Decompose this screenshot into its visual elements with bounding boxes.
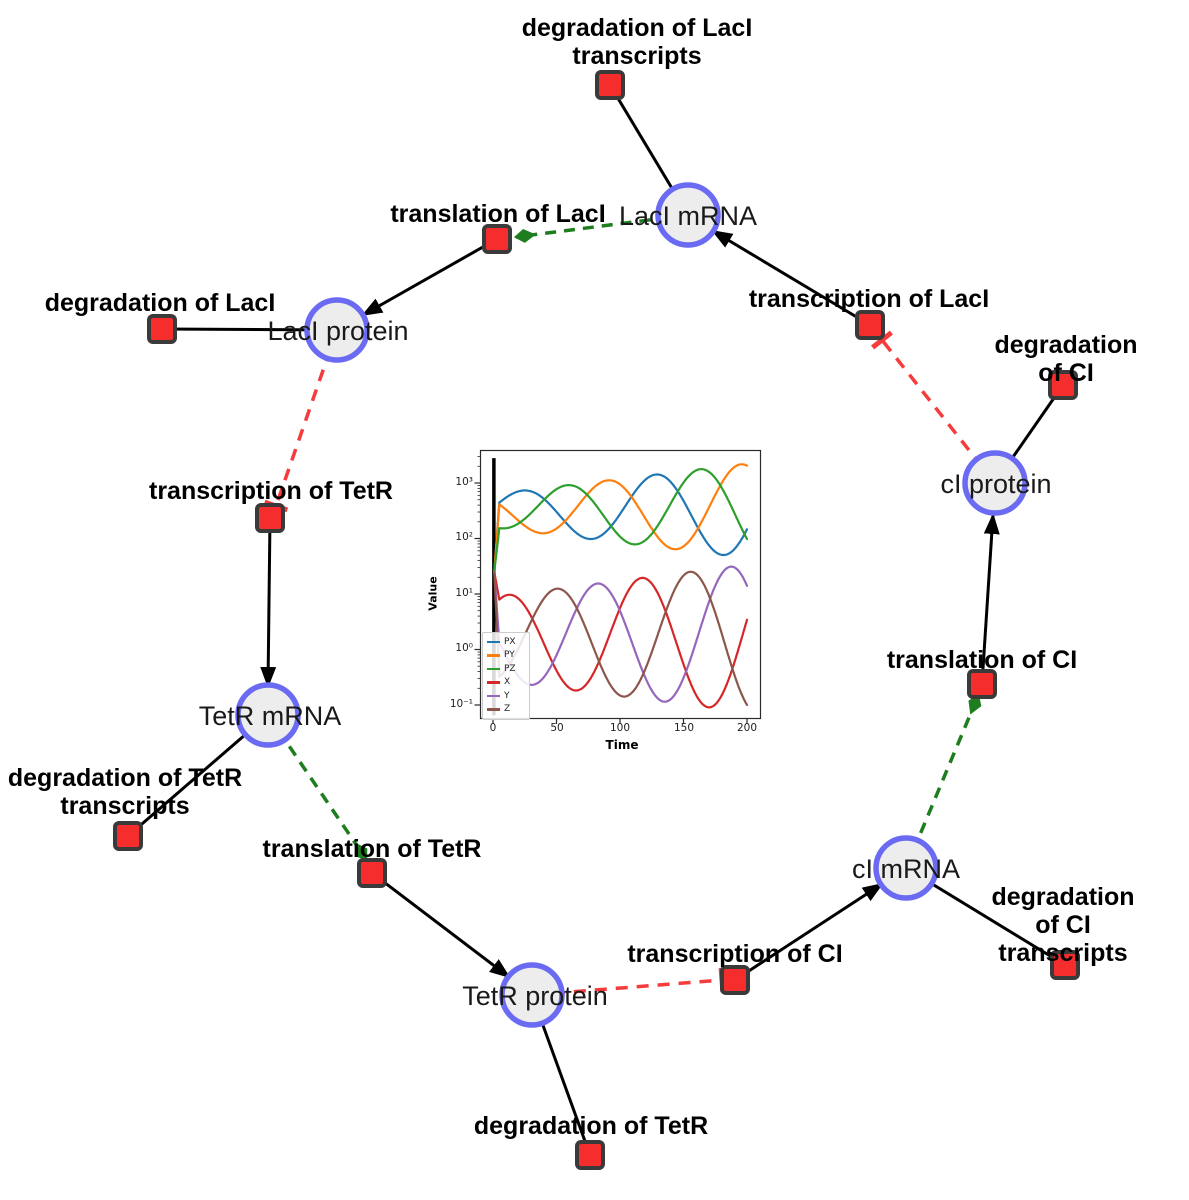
reaction-label-transcription-laci: transcription of LacI <box>748 285 990 313</box>
chart-plot-area <box>474 449 762 724</box>
reaction-label-transcription-ci: transcription of CI <box>627 940 843 968</box>
edge-transcription-tetr-to-mrna <box>260 517 277 688</box>
legend-item-z: Z <box>487 703 529 717</box>
reaction-node-deg-ci-transcripts <box>1050 950 1080 980</box>
reaction-label-deg-laci-transcripts: degradation of LacI transcripts <box>521 14 753 70</box>
species-label-tetr-mrna: TetR mRNA <box>198 700 342 731</box>
chart-curves <box>492 458 749 716</box>
x-tick-200: 200 <box>736 722 758 734</box>
x-tick-50: 50 <box>550 722 564 734</box>
species-node-ci-protein <box>962 450 1028 516</box>
reaction-label-deg-ci-transcripts: degradation of CI transcripts <box>991 883 1135 967</box>
reaction-label-transcription-tetr: transcription of TetR <box>149 477 393 505</box>
edge-translation-tetr-to-protein <box>371 871 511 979</box>
reaction-node-deg-tetr-transcripts <box>113 821 143 851</box>
x-tick-150: 150 <box>673 722 695 734</box>
reaction-node-translation-laci <box>482 224 512 254</box>
y-tick-1e1: 10¹ <box>455 587 473 599</box>
reaction-node-deg-laci-transcripts <box>595 70 625 100</box>
reaction-node-deg-tetr <box>575 1140 605 1170</box>
legend-item-y: Y <box>487 689 529 703</box>
legend-swatch-z <box>487 708 500 711</box>
legend-swatch-pz <box>487 667 500 670</box>
species-node-tetr-protein <box>499 962 565 1028</box>
edge-ci-mrna-activates-translation <box>904 694 982 869</box>
legend-item-py: PY <box>487 649 529 663</box>
reaction-node-translation-tetr <box>357 858 387 888</box>
legend-swatch-px <box>487 640 500 643</box>
reaction-label-deg-tetr-transcripts: degradation of TetR transcripts <box>7 764 243 820</box>
legend-item-px: PX <box>487 635 529 649</box>
chart-axis-ticks <box>474 456 748 724</box>
legend-item-x: X <box>487 676 529 690</box>
chart-frame <box>479 449 762 720</box>
species-label-tetr-protein: TetR protein <box>462 980 608 1011</box>
reaction-label-deg-tetr: degradation of TetR <box>473 1112 709 1140</box>
y-tick-1e0: 10⁰ <box>455 642 473 654</box>
reaction-node-deg-laci <box>147 314 177 344</box>
edge-translation-ci-to-protein <box>980 513 1000 685</box>
edge-transcription-ci-to-mrna <box>734 882 884 982</box>
y-tick-1e2: 10² <box>455 531 473 543</box>
legend-swatch-x <box>487 681 500 684</box>
reaction-node-deg-ci <box>1048 370 1078 400</box>
reaction-node-transcription-ci <box>720 965 750 995</box>
chart-x-axis-label: Time <box>605 738 639 752</box>
x-tick-100: 100 <box>609 722 631 734</box>
reaction-node-transcription-tetr <box>255 503 285 533</box>
legend-item-pz: PZ <box>487 662 529 676</box>
y-tick-1e3: 10³ <box>455 476 473 488</box>
reaction-node-transcription-laci <box>855 310 885 340</box>
species-label-laci-mrna: LacI mRNA <box>618 200 758 231</box>
reaction-nodes <box>113 70 1080 1170</box>
species-label-ci-mrna: cI mRNA <box>852 853 960 884</box>
reaction-label-deg-laci: degradation of LacI <box>44 289 276 317</box>
chart-legend: PX PY PZ X Y Z <box>482 632 530 720</box>
species-nodes <box>235 182 1028 1028</box>
species-label-laci-protein: LacI protein <box>267 315 409 346</box>
reaction-node-translation-ci <box>967 669 997 699</box>
species-node-laci-mrna <box>655 182 721 248</box>
species-node-laci-protein <box>304 297 370 363</box>
species-node-tetr-mrna <box>235 682 301 748</box>
species-label-ci-protein: cI protein <box>940 468 1052 499</box>
timeseries-inset-chart: 10³ 10² 10¹ 10⁰ 10⁻¹ 0 50 100 150 200 Ti… <box>425 435 780 765</box>
reaction-label-deg-ci: degradation of CI <box>994 331 1138 387</box>
y-tick-1e-1: 10⁻¹ <box>449 698 473 710</box>
reaction-label-translation-laci: translation of LacI <box>390 200 606 228</box>
legend-swatch-y <box>487 694 500 697</box>
species-node-ci-mrna <box>873 835 939 901</box>
reaction-label-translation-ci: translation of CI <box>886 646 1078 674</box>
chart-y-axis-label: Value <box>426 576 440 611</box>
x-tick-0: 0 <box>489 722 497 734</box>
legend-swatch-py <box>487 654 500 657</box>
edge-translation-laci-to-protein <box>361 237 498 317</box>
reaction-label-translation-tetr: translation of TetR <box>262 835 482 863</box>
edge-transcription-laci-to-mrna <box>711 229 871 327</box>
